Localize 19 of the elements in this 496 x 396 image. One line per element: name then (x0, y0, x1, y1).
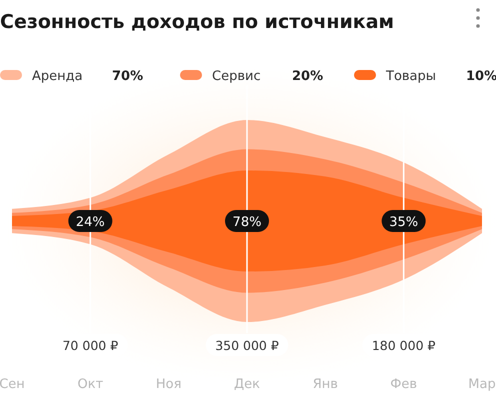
annotation: 35% (389, 215, 418, 230)
legend-label: Аренда (32, 69, 83, 84)
x-tick-label: Сен (0, 377, 25, 392)
x-tick-label: Янв (312, 377, 338, 392)
legend-label: Сервис (212, 69, 261, 84)
x-tick-label: Мар (468, 377, 496, 392)
x-tick-label: Фев (390, 377, 418, 392)
ref-line-label: 70 000 ₽ (62, 338, 118, 353)
ref-line-label: 350 000 ₽ (215, 338, 279, 353)
legend-label: Товары (385, 69, 436, 84)
text: 70% (112, 69, 144, 84)
chart-title: Сезонность доходов по источникам (0, 11, 394, 33)
annotation: 78% (232, 215, 262, 230)
x-tick-label: Ноя (156, 377, 182, 392)
x-tick-label: Окт (77, 377, 104, 392)
x-tick-label: Дек (234, 377, 260, 392)
text: 20% (292, 69, 324, 84)
annotation: 24% (76, 215, 105, 230)
ref-line-label: 180 000 ₽ (372, 338, 436, 353)
